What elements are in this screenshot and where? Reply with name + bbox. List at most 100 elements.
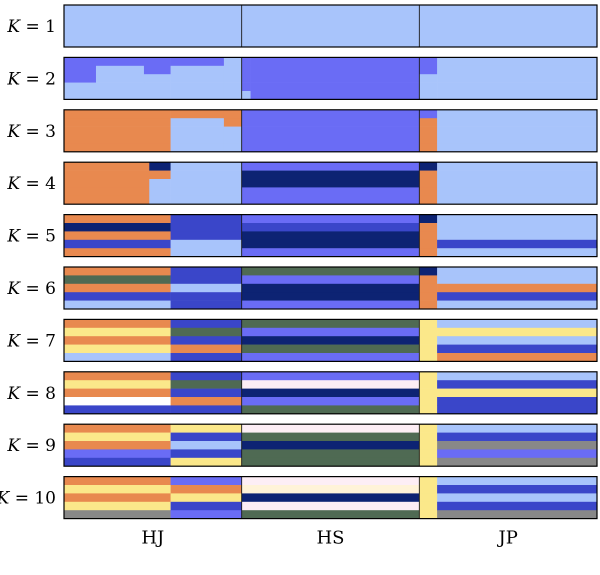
ancestry-bar-k5-s3-c1 (419, 223, 438, 232)
ancestry-bar-k7-s4-c1 (437, 327, 598, 337)
ancestry-bar-k10-s4-c0 (437, 476, 598, 486)
row-frame-1 (63, 4, 598, 48)
ancestry-bar-k4-s0-c0 (64, 162, 150, 171)
ancestry-bar-k2-s8-c0 (437, 57, 598, 67)
ancestry-bar-k3-s0-c1 (64, 118, 171, 127)
ancestry-bar-k4-s4-c1 (419, 170, 438, 180)
ancestry-bar-k1-s0-c0 (64, 5, 598, 48)
ancestry-bar-k8-s3-c1 (419, 380, 438, 389)
population-label-hj: HJ (141, 528, 164, 549)
ancestry-bar-k6-s0-c2 (64, 283, 171, 293)
ancestry-bar-k7-s2-c0 (241, 319, 420, 329)
ancestry-bar-k2-s7-c4 (419, 91, 438, 100)
ancestry-bar-k10-s0-c1 (64, 485, 171, 494)
ancestry-bar-k10-s1-c3 (170, 501, 242, 511)
ancestry-bar-k4-s2-c1 (170, 170, 242, 180)
k-value: = 1 (20, 17, 56, 37)
k-label-4: K = 4 (6, 174, 56, 194)
ancestry-bar-k7-s0-c4 (64, 353, 171, 362)
ancestry-bar-k9-s2-c3 (241, 449, 420, 459)
ancestry-bar-k8-s4-c3 (437, 397, 598, 406)
ancestry-bar-k3-s4-c0 (419, 109, 438, 119)
ancestry-bar-k3-s0-c4 (64, 143, 171, 153)
ancestry-bar-k4-s3-c3 (241, 187, 420, 197)
ancestry-bar-k2-s4-c4 (223, 91, 242, 100)
ancestry-bar-k7-s2-c4 (241, 353, 420, 362)
ancestry-bar-k4-s4-c0 (419, 162, 438, 171)
ancestry-bar-k10-s2-c1 (241, 485, 420, 494)
ancestry-bar-k9-s1-c1 (170, 432, 242, 442)
ancestry-bar-k10-s4-c1 (437, 485, 598, 494)
ancestry-bar-k2-s8-c1 (437, 65, 598, 75)
ancestry-bar-k3-s5-c4 (437, 143, 598, 153)
ancestry-bar-k2-s5-c1 (241, 65, 251, 75)
ancestry-bar-k3-s1-c3 (170, 135, 225, 144)
k-value: = 8 (20, 384, 56, 404)
ancestry-bar-k4-s1-c0 (149, 162, 171, 171)
ancestry-bar-k6-s4-c3 (437, 292, 598, 301)
ancestry-bar-k2-s3-c4 (170, 91, 225, 100)
row-frame-4 (63, 161, 598, 205)
ancestry-bar-k2-s1-c3 (95, 82, 145, 92)
ancestry-bar-k4-s5-c1 (437, 170, 598, 180)
ancestry-bar-k3-s3-c2 (241, 126, 420, 136)
ancestry-bar-k2-s2-c2 (143, 74, 171, 83)
ancestry-bar-k4-s4-c4 (419, 195, 438, 205)
ancestry-bar-k3-s2-c3 (223, 135, 242, 144)
ancestry-bar-k6-s2-c1 (241, 275, 420, 285)
ancestry-bar-k4-s1-c4 (149, 195, 171, 205)
ancestry-bar-k6-s0-c0 (64, 267, 171, 276)
row-frame-6 (63, 266, 598, 310)
ancestry-bar-k3-s3-c0 (241, 109, 420, 119)
ancestry-bar-k5-s3-c0 (419, 214, 438, 224)
ancestry-bar-k6-s2-c2 (241, 283, 420, 293)
ancestry-bar-k5-s4-c2 (437, 231, 598, 241)
ancestry-bar-k6-s1-c1 (170, 275, 242, 285)
ancestry-bar-k9-s0-c2 (64, 441, 171, 450)
ancestry-bar-k10-s2-c0 (241, 476, 420, 486)
ancestry-bar-k4-s1-c2 (149, 179, 171, 188)
ancestry-bar-k2-s5-c4 (241, 91, 251, 100)
ancestry-bar-k4-s2-c2 (170, 179, 242, 188)
k-value: = 2 (20, 69, 56, 89)
ancestry-bar-k8-s0-c0 (64, 371, 171, 381)
ancestry-bar-k9-s2-c0 (241, 424, 420, 433)
ancestry-bar-k3-s5-c0 (437, 109, 598, 119)
k-row-3: K = 3 (6, 109, 598, 153)
ancestry-bar-k6-s2-c3 (241, 292, 420, 301)
ancestry-bar-k8-s3-c4 (419, 405, 438, 415)
k-value: = 6 (20, 279, 56, 299)
ancestry-bar-k2-s0-c4 (64, 91, 97, 100)
row-frame-7 (63, 318, 598, 362)
population-label-jp: JP (497, 528, 518, 549)
ancestry-bar-k2-s2-c3 (143, 82, 171, 92)
ancestry-bar-k3-s3-c4 (241, 143, 420, 153)
ancestry-bar-k7-s4-c0 (437, 319, 598, 329)
ancestry-bar-k10-s3-c1 (419, 485, 438, 494)
ancestry-bar-k7-s3-c3 (419, 344, 438, 354)
ancestry-bar-k8-s4-c0 (437, 371, 598, 381)
ancestry-bar-k2-s0-c3 (64, 82, 97, 92)
ancestry-bar-k4-s0-c3 (64, 187, 150, 197)
k-row-5: K = 5 (6, 214, 598, 258)
ancestry-bar-k9-s3-c1 (419, 432, 438, 442)
ancestry-bar-k5-s0-c1 (64, 223, 171, 232)
ancestry-bar-k7-s0-c0 (64, 319, 171, 329)
k-value: = 4 (20, 174, 56, 194)
ancestry-bar-k10-s1-c4 (170, 510, 242, 519)
row-frame-2 (63, 56, 598, 101)
ancestry-bar-k2-s6-c1 (250, 65, 420, 75)
ancestry-bar-k9-s3-c3 (419, 449, 438, 459)
population-label-hs: HS (316, 528, 344, 549)
ancestry-bar-k5-s2-c1 (241, 223, 420, 232)
ancestry-bar-k8-s3-c3 (419, 397, 438, 406)
ancestry-bar-k8-s0-c2 (64, 388, 171, 398)
ancestry-bar-k8-s4-c4 (437, 405, 598, 415)
ancestry-bar-k8-s1-c0 (170, 371, 242, 381)
ancestry-bar-k2-s7-c0 (419, 57, 438, 67)
k-label-3: K = 3 (6, 122, 56, 142)
ancestry-bar-k9-s3-c0 (419, 424, 438, 433)
ancestry-bar-k8-s0-c1 (64, 380, 171, 389)
ancestry-bar-k2-s2-c4 (143, 91, 171, 100)
ancestry-bar-k6-s4-c0 (437, 267, 598, 276)
